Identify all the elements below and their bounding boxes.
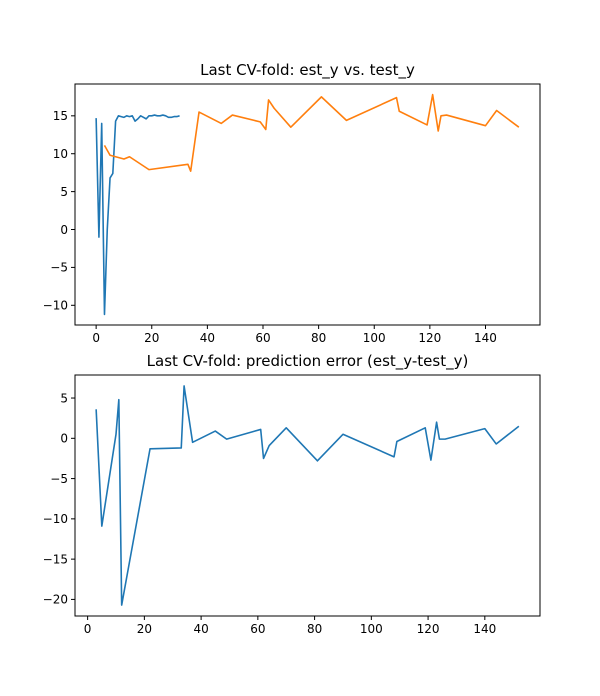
ticks-group: 0 20 40 60 80 100 120 140 −10 −5 0 5 10 15 (43, 109, 497, 345)
x-tick-label: 60 (255, 331, 270, 345)
x-tick-label: 20 (144, 331, 159, 345)
chart-title: Last CV-fold: prediction error (est_y-te… (147, 352, 469, 371)
x-tick-label: 140 (474, 331, 497, 345)
x-tick-label: 60 (250, 622, 265, 636)
ticks-group: 0 20 40 60 80 100 120 140 −20 −15 −10 −5 0 5 (43, 391, 497, 636)
x-tick-label: 40 (200, 331, 215, 345)
x-tick-label: 120 (417, 622, 440, 636)
series-line-0 (95, 114, 180, 316)
series-group (95, 93, 520, 316)
series-group (95, 385, 520, 606)
y-tick-label: −20 (43, 593, 68, 607)
x-tick-label: 0 (84, 622, 92, 636)
y-tick-label: −5 (50, 261, 68, 275)
x-tick-label: 0 (92, 331, 100, 345)
x-tick-label: 80 (311, 331, 326, 345)
chart-est-vs-test: Last CV-fold: est_y vs. test_y 0 20 40 60 80… (43, 61, 541, 345)
plot-frame (74, 374, 541, 617)
x-tick-label: 100 (360, 622, 383, 636)
y-tick-label: −5 (50, 472, 68, 486)
y-tick-label: 15 (53, 109, 68, 123)
x-tick-label: 100 (363, 331, 386, 345)
y-tick-label: 10 (53, 147, 68, 161)
y-tick-label: 0 (60, 432, 68, 446)
x-tick-label: 140 (473, 622, 496, 636)
series-line-0 (95, 385, 520, 606)
x-tick-label: 20 (137, 622, 152, 636)
y-tick-label: −10 (43, 299, 68, 313)
x-tick-label: 40 (193, 622, 208, 636)
x-tick-label: 120 (418, 331, 441, 345)
y-tick-label: 5 (60, 391, 68, 405)
y-tick-label: 0 (60, 223, 68, 237)
series-line-1 (103, 93, 520, 172)
y-tick-label: −15 (43, 552, 68, 566)
y-tick-label: 5 (60, 185, 68, 199)
chart-title: Last CV-fold: est_y vs. test_y (200, 61, 415, 80)
x-tick-label: 80 (307, 622, 322, 636)
chart-prediction-error: Last CV-fold: prediction error (est_y-te… (43, 352, 541, 636)
y-tick-label: −10 (43, 512, 68, 526)
plot-frame (74, 83, 541, 326)
